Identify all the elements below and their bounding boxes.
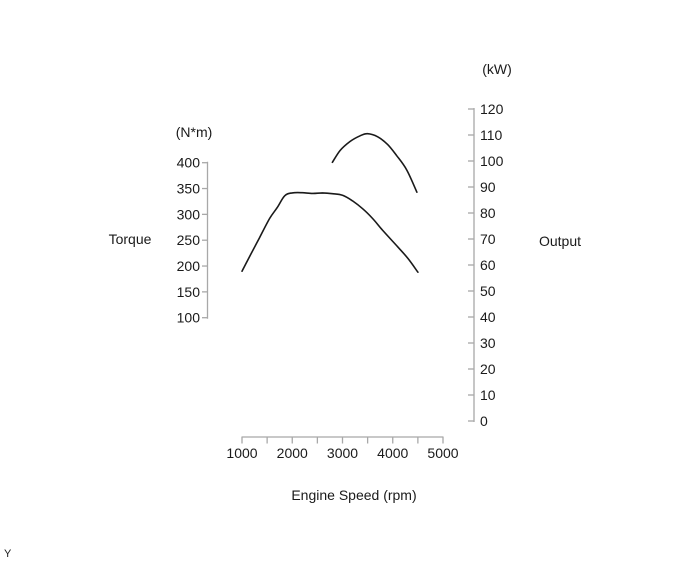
- output-axis-tick-label: 20: [480, 361, 496, 377]
- output-axis-tick-label: 90: [480, 179, 496, 195]
- output-axis-tick-label: 60: [480, 257, 496, 273]
- torque-axis-tick-label: 300: [177, 206, 201, 222]
- torque-axis-tick-label: 350: [177, 181, 201, 197]
- left-axis-title: Torque: [109, 231, 152, 247]
- output-axis-tick-label: 80: [480, 205, 496, 221]
- output-axis-tick-label: 120: [480, 101, 504, 117]
- output-axis-tick-label: 100: [480, 153, 504, 169]
- output-axis-tick-label: 110: [480, 127, 503, 143]
- engine-speed-axis-tick-label: 4000: [377, 445, 408, 461]
- torque-axis-tick-label: 150: [177, 284, 201, 300]
- right-axis-title: Output: [539, 233, 581, 249]
- torque-axis: 400 350 300 250 200 150 100: [177, 155, 209, 326]
- engine-speed-axis-tick-label: 3000: [327, 445, 358, 461]
- output-axis-tick-label: 30: [480, 335, 496, 351]
- torque-axis-tick-label: 200: [177, 258, 201, 274]
- output-axis-tick-label: 40: [480, 309, 496, 325]
- engine-speed-axis: 1000 2000 3000 4000 5000: [226, 436, 459, 461]
- performance-curves: [241, 132, 419, 273]
- engine-speed-axis-tick-label: 1000: [226, 445, 257, 461]
- engine-speed-axis-tick-label: 2000: [277, 445, 308, 461]
- output-axis-tick-label: 70: [480, 231, 496, 247]
- output-axis-tick-label: 0: [480, 413, 488, 429]
- output-axis-tick-label: 50: [480, 283, 496, 299]
- left-axis-unit-label: (N*m): [176, 124, 213, 140]
- torque-axis-tick-label: 100: [177, 310, 201, 326]
- right-axis-unit-label: (kW): [482, 61, 512, 77]
- engine-speed-axis-tick-label: 5000: [427, 445, 458, 461]
- x-axis-title: Engine Speed (rpm): [291, 487, 416, 503]
- figure-corner-label: Y: [4, 548, 12, 560]
- torque-axis-tick-label: 250: [177, 232, 201, 248]
- torque-axis-tick-label: 400: [177, 155, 201, 171]
- torque-curve: [241, 191, 419, 273]
- output-curve: [331, 132, 418, 193]
- output-axis-tick-label: 10: [480, 387, 496, 403]
